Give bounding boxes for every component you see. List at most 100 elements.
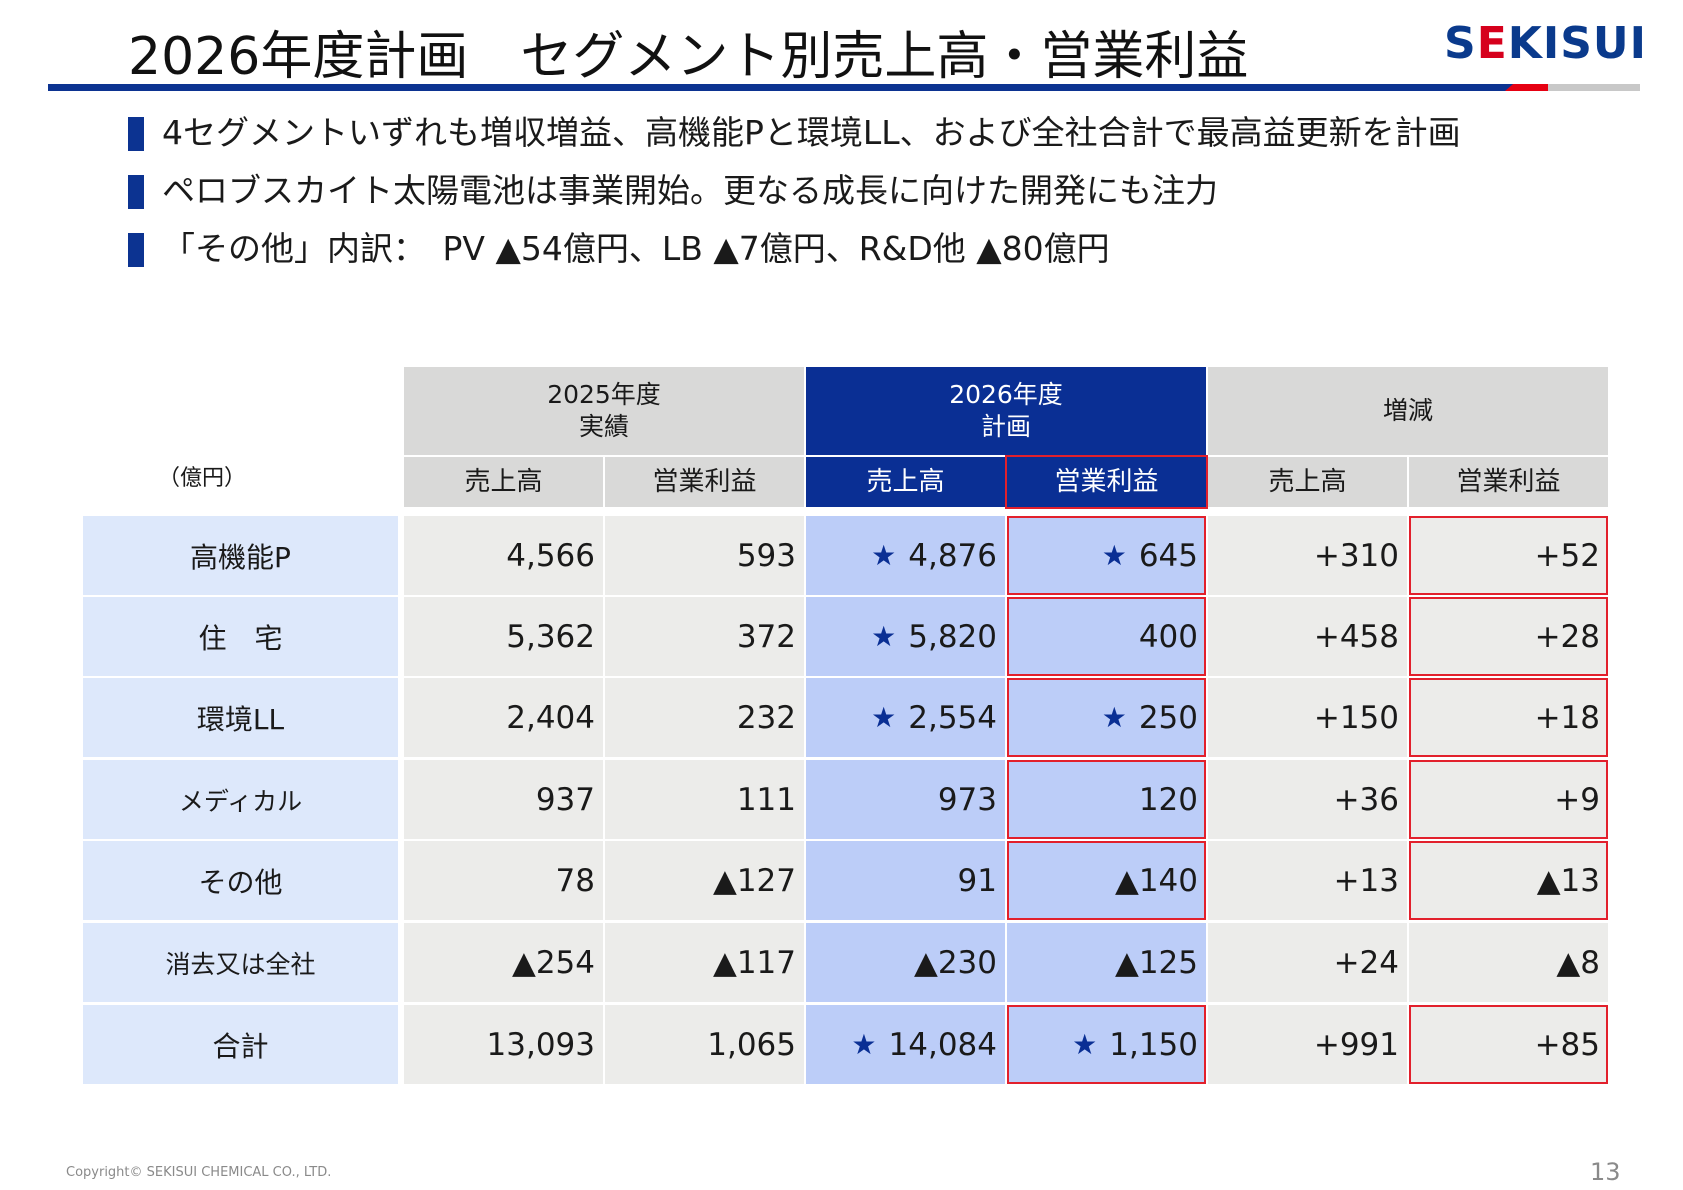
group-header: 2026年度 計画: [806, 367, 1206, 455]
cell-value: +36: [1333, 781, 1399, 818]
table-cell: 593: [605, 516, 804, 595]
table-cell: 2,404: [404, 678, 603, 757]
table-cell: ★ 2,554: [806, 678, 1005, 757]
logo-part-1: S: [1444, 18, 1477, 69]
table-cell: +310: [1208, 516, 1407, 595]
cell-value: +85: [1534, 1026, 1600, 1063]
table-cell: 937: [404, 760, 603, 839]
cell-value: +18: [1534, 699, 1600, 736]
table-cell: +18: [1409, 678, 1608, 757]
table-cell: 111: [605, 760, 804, 839]
table-cell: +24: [1208, 923, 1407, 1002]
table-cell: 5,362: [404, 597, 603, 676]
row-label: その他: [83, 841, 398, 920]
table-cell: ★ 645: [1007, 516, 1206, 595]
cell-value: 593: [736, 537, 796, 574]
cell-value: 645: [1138, 537, 1198, 574]
star-icon: ★: [871, 701, 897, 734]
title-rule-blue: [48, 84, 1548, 91]
cell-value: 1,065: [707, 1026, 796, 1063]
cell-value: 232: [736, 699, 796, 736]
table-cell: ★ 1,150: [1007, 1005, 1206, 1084]
bullet-text: 4セグメントいずれも増収増益、高機能Pと環境LL、および全社合計で最高益更新を計…: [162, 113, 1461, 152]
bullet-marker: [128, 117, 144, 151]
table-cell: ▲8: [1409, 923, 1608, 1002]
cell-value: +9: [1554, 781, 1600, 818]
table-cell: ▲254: [404, 923, 603, 1002]
sekisui-logo: SEKISUI: [1444, 18, 1647, 69]
title-rule-red: [1505, 84, 1550, 91]
cell-value: 2,554: [908, 699, 997, 736]
cell-value: 14,084: [888, 1026, 997, 1063]
row-label: 消去又は全社: [83, 923, 398, 1002]
cell-value: 5,820: [908, 618, 997, 655]
cell-value: +150: [1313, 699, 1399, 736]
cell-value: 400: [1138, 618, 1198, 655]
cell-value: 13,093: [486, 1026, 595, 1063]
table-cell: ▲230: [806, 923, 1005, 1002]
cell-value: ▲127: [712, 862, 796, 899]
bullet-text: ペロブスカイト太陽電池は事業開始。更なる成長に向けた開発にも注力: [162, 171, 1218, 210]
table-cell: 4,566: [404, 516, 603, 595]
column-header: 売上高: [806, 457, 1005, 507]
cell-value: 91: [957, 862, 997, 899]
cell-value: +52: [1534, 537, 1600, 574]
copyright: Copyright© SEKISUI CHEMICAL CO., LTD.: [66, 1165, 332, 1180]
table-cell: 120: [1007, 760, 1206, 839]
table-cell: +52: [1409, 516, 1608, 595]
cell-value: 2,404: [506, 699, 595, 736]
cell-value: +458: [1313, 618, 1399, 655]
cell-value: ▲117: [712, 944, 796, 981]
row-label: 環境LL: [83, 678, 398, 757]
column-header: 営業利益: [605, 457, 804, 507]
table-cell: 91: [806, 841, 1005, 920]
row-label: 合計: [83, 1005, 398, 1084]
logo-part-dot: E: [1476, 18, 1508, 69]
cell-value: 1,150: [1109, 1026, 1198, 1063]
column-header: 売上高: [404, 457, 603, 507]
table-cell: ▲117: [605, 923, 804, 1002]
star-icon: ★: [1072, 1028, 1098, 1061]
cell-value: ▲230: [913, 944, 997, 981]
table-cell: +991: [1208, 1005, 1407, 1084]
cell-value: ▲140: [1114, 862, 1198, 899]
cell-value: 4,566: [506, 537, 595, 574]
unit-label: （億円）: [158, 466, 247, 491]
cell-value: ▲125: [1114, 944, 1198, 981]
table-cell: +28: [1409, 597, 1608, 676]
cell-value: ▲13: [1536, 862, 1600, 899]
cell-value: 120: [1138, 781, 1198, 818]
table-cell: ★ 5,820: [806, 597, 1005, 676]
star-icon: ★: [871, 539, 897, 572]
column-header: 売上高: [1208, 457, 1407, 507]
cell-value: 372: [736, 618, 796, 655]
row-label: メディカル: [83, 760, 398, 839]
group-header: 増減: [1208, 367, 1608, 455]
star-icon: ★: [1101, 539, 1127, 572]
group-header: 2025年度 実績: [404, 367, 804, 455]
bullet-text: 「その他」内訳： PV ▲54億円、LB ▲7億円、R&D他 ▲80億円: [162, 229, 1110, 268]
table-cell: 973: [806, 760, 1005, 839]
cell-value: +13: [1333, 862, 1399, 899]
table-cell: 1,065: [605, 1005, 804, 1084]
table-cell: 78: [404, 841, 603, 920]
table-cell: ★ 4,876: [806, 516, 1005, 595]
table-cell: ▲127: [605, 841, 804, 920]
table-cell: +13: [1208, 841, 1407, 920]
cell-value: 973: [937, 781, 997, 818]
bullet-marker: [128, 233, 144, 267]
cell-value: +310: [1313, 537, 1399, 574]
cell-value: 250: [1138, 699, 1198, 736]
cell-value: 78: [555, 862, 595, 899]
cell-value: ▲8: [1556, 944, 1600, 981]
table-cell: +9: [1409, 760, 1608, 839]
table-cell: ▲140: [1007, 841, 1206, 920]
table-cell: +36: [1208, 760, 1407, 839]
cell-value: +28: [1534, 618, 1600, 655]
table-cell: ▲125: [1007, 923, 1206, 1002]
page-title: 2026年度計画 セグメント別売上高・営業利益: [128, 27, 1249, 87]
table-cell: +458: [1208, 597, 1407, 676]
table-cell: 13,093: [404, 1005, 603, 1084]
bullet-marker: [128, 175, 144, 209]
cell-value: 111: [736, 781, 796, 818]
